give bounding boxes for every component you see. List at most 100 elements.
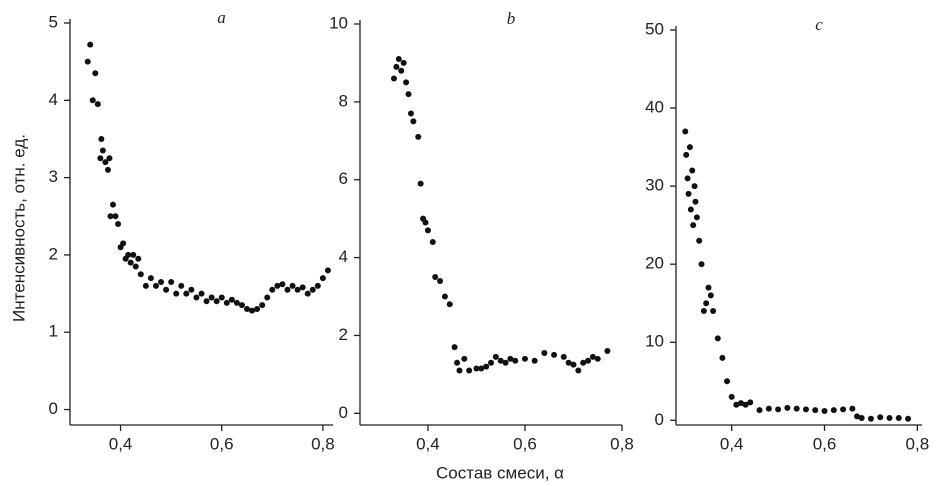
data-point (314, 282, 321, 289)
y-tick-label: 8 (339, 91, 348, 110)
data-point (132, 263, 139, 270)
data-point (830, 407, 837, 414)
data-point (728, 393, 735, 400)
data-point (228, 296, 235, 303)
panel-title: a (217, 8, 226, 27)
data-point (756, 407, 763, 414)
data-point (109, 201, 116, 208)
panel-title: b (507, 9, 516, 28)
data-point (115, 221, 122, 227)
data-point (279, 281, 286, 288)
data-point (393, 63, 400, 70)
data-point (473, 365, 480, 372)
data-point (259, 302, 266, 309)
data-point (264, 294, 271, 301)
data-point (483, 363, 490, 370)
data-point (812, 407, 819, 414)
data-point (765, 405, 772, 412)
data-point (112, 213, 119, 220)
data-point (886, 414, 893, 421)
data-point (429, 239, 436, 246)
data-point (432, 274, 439, 281)
data-point (507, 355, 514, 362)
data-point (705, 284, 712, 291)
data-point (158, 278, 165, 285)
data-point (183, 290, 190, 297)
data-point (94, 101, 101, 108)
y-tick-label: 1 (49, 322, 58, 341)
data-point (707, 292, 714, 299)
y-tick-label: 5 (49, 12, 58, 31)
data-point (905, 415, 912, 422)
data-point (168, 278, 175, 285)
data-point (188, 286, 195, 293)
data-point (454, 359, 461, 366)
data-point (198, 290, 205, 297)
data-point (700, 308, 707, 315)
data-point (747, 399, 754, 406)
data-point (512, 357, 519, 364)
data-point (390, 75, 397, 82)
data-point (208, 294, 215, 301)
y-tick-label: 50 (645, 19, 664, 38)
data-point (102, 159, 109, 166)
data-point (849, 405, 856, 412)
data-point (802, 406, 809, 413)
data-point (163, 286, 170, 293)
x-tick-label: 0,4 (720, 434, 744, 453)
data-point (691, 183, 698, 190)
data-point (565, 359, 572, 366)
data-point (685, 190, 692, 197)
x-tick-label: 0,4 (109, 434, 133, 453)
data-point (551, 351, 558, 358)
y-axis-label: Интенсивность, отн. ед. (9, 134, 28, 322)
data-point (415, 133, 422, 140)
data-point (594, 355, 601, 362)
data-point (560, 353, 567, 360)
data-point (895, 414, 902, 421)
data-point (97, 155, 104, 162)
data-point (92, 70, 99, 77)
data-point (99, 147, 106, 154)
data-point (541, 349, 548, 356)
data-point (714, 335, 721, 342)
data-point (304, 290, 311, 297)
data-point (733, 401, 740, 408)
data-point (719, 354, 726, 361)
data-point (867, 415, 874, 422)
data-point (466, 367, 473, 374)
x-tick-label: 0,4 (416, 434, 440, 453)
data-point (854, 413, 861, 420)
y-tick-label: 10 (645, 332, 664, 351)
y-tick-label: 3 (49, 167, 58, 186)
data-point (737, 400, 744, 407)
panel-title: c (815, 15, 823, 34)
data-point (213, 298, 220, 305)
data-point (492, 353, 499, 360)
data-point (478, 365, 485, 372)
y-tick-label: 4 (49, 90, 58, 109)
data-point (274, 282, 281, 289)
data-point (87, 41, 94, 48)
data-point (400, 59, 407, 66)
x-tick-label: 0,6 (513, 434, 537, 453)
data-point (254, 306, 261, 313)
y-tick-label: 4 (339, 247, 348, 266)
data-point (683, 151, 690, 158)
data-point (398, 67, 405, 74)
data-point (858, 414, 865, 421)
data-point (142, 282, 149, 289)
data-point (531, 357, 538, 364)
data-point (446, 301, 453, 308)
data-point (284, 286, 291, 293)
data-point (299, 284, 306, 291)
y-tick-label: 0 (655, 410, 664, 429)
data-point (696, 237, 703, 244)
data-point (580, 359, 587, 366)
y-tick-label: 6 (339, 169, 348, 188)
data-point (137, 271, 144, 278)
data-point (135, 255, 142, 262)
y-tick-label: 2 (339, 325, 348, 344)
data-point (724, 378, 731, 385)
data-point (407, 110, 414, 117)
